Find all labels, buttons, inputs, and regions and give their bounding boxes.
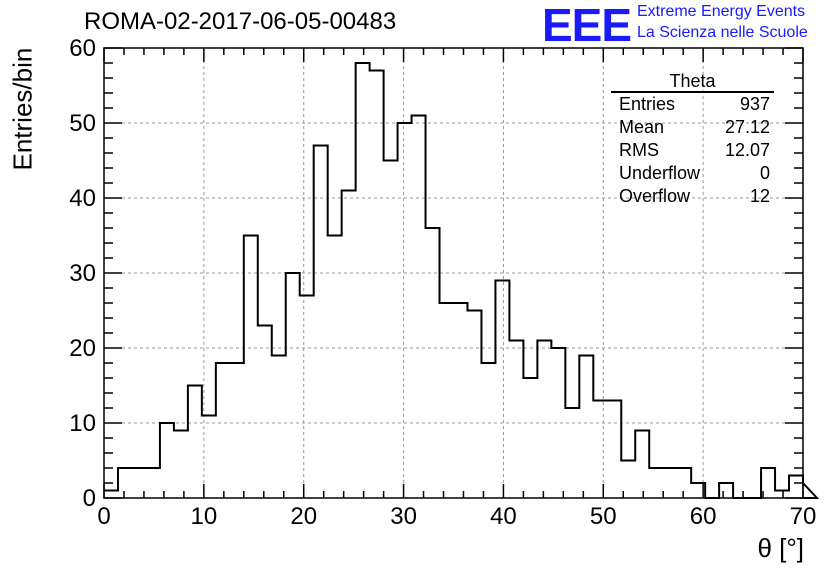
stats-label: Mean — [619, 117, 665, 137]
stats-value: 12.07 — [724, 140, 770, 160]
x-tick-label: 70 — [790, 503, 817, 530]
y-tick-label: 40 — [69, 185, 96, 212]
y-tick-label: 60 — [69, 35, 96, 62]
logo-line-1: Extreme Energy Events — [637, 3, 806, 20]
stats-box: Theta Entries 937 Mean 27.12 RMS 12.07 U… — [611, 71, 779, 208]
stats-row-overflow: Overflow 12 — [611, 185, 779, 208]
eee-logo: EEE — [542, 0, 632, 51]
stats-row-entries: Entries 937 — [611, 93, 779, 116]
y-axis-label: Entries/bin — [7, 47, 38, 171]
stats-row-rms: RMS 12.07 — [611, 139, 779, 162]
stats-label: Underflow — [619, 163, 701, 183]
x-tick-label: 50 — [590, 503, 617, 530]
axis-ticks — [103, 47, 804, 499]
y-tick-label: 0 — [83, 485, 96, 512]
y-tick-label: 50 — [69, 110, 96, 137]
x-tick-label: 20 — [290, 503, 317, 530]
x-tick-label: 60 — [690, 503, 717, 530]
y-tick-label: 10 — [69, 410, 96, 437]
stats-label: Overflow — [619, 186, 691, 206]
logo-line-2: La Scienza nelle Scuole — [637, 24, 808, 41]
axis-tick-labels: 0 10 20 30 40 50 60 70 0 10 20 30 40 50 60 — [69, 35, 816, 530]
histogram-series — [104, 62, 820, 499]
x-axis-label: θ [°] — [757, 533, 804, 563]
stats-value: 12 — [749, 186, 770, 206]
stats-value: 0 — [759, 163, 770, 183]
stats-label: RMS — [619, 140, 659, 160]
run-title: ROMA-02-2017-06-05-00483 — [84, 8, 397, 35]
stats-label: Entries — [619, 94, 676, 114]
stats-row-mean: Mean 27.12 — [611, 116, 779, 139]
x-tick-label: 0 — [97, 503, 110, 530]
stats-title: Theta — [611, 71, 774, 93]
x-tick-label: 30 — [390, 503, 417, 530]
y-tick-label: 30 — [69, 260, 96, 287]
stats-value: 937 — [739, 94, 770, 114]
stats-value: 27.12 — [724, 117, 770, 137]
x-tick-label: 10 — [191, 503, 218, 530]
y-tick-label: 20 — [69, 335, 96, 362]
stats-row-underflow: Underflow 0 — [611, 162, 779, 185]
x-tick-label: 40 — [490, 503, 517, 530]
